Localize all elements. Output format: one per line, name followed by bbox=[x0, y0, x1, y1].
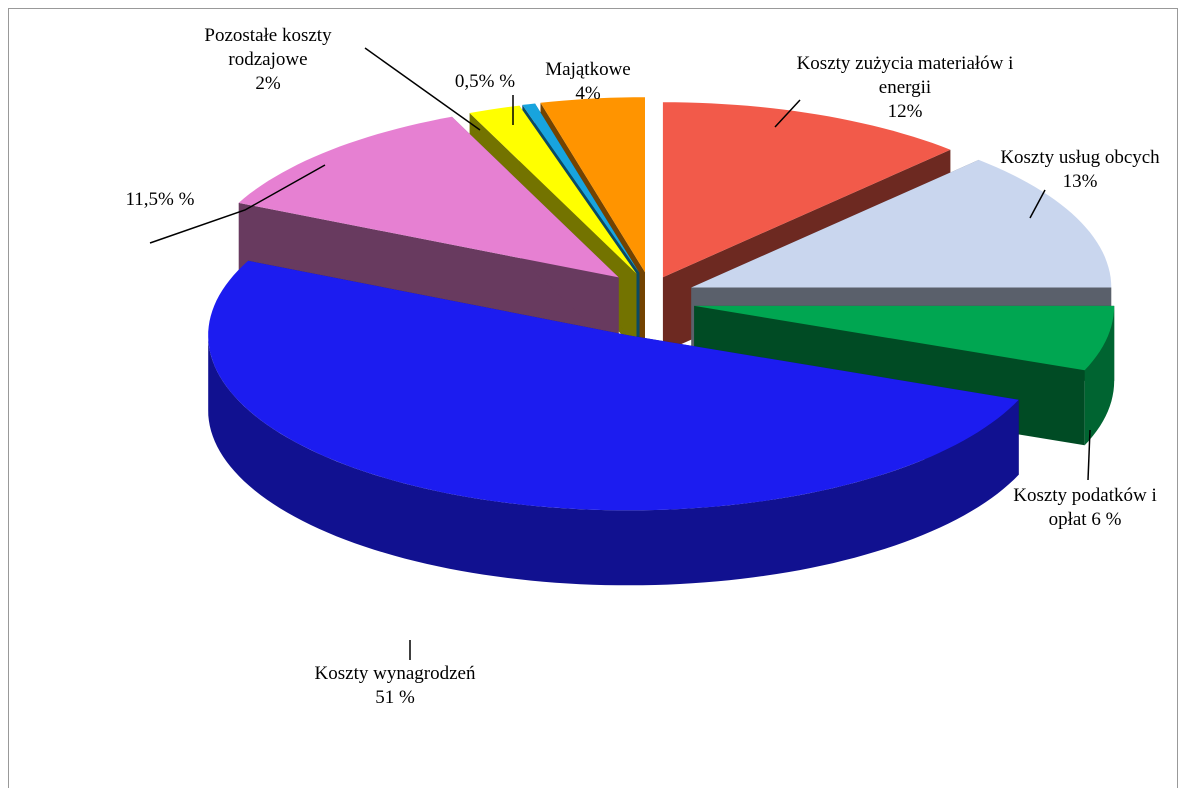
chart-frame bbox=[8, 8, 1178, 788]
slice bbox=[662, 102, 951, 278]
data-label: 0,5% % bbox=[435, 70, 535, 94]
data-label: Koszty podatków i opłat 6 % bbox=[1000, 484, 1170, 532]
value-label: 12% bbox=[887, 101, 923, 122]
value-label: 6 % bbox=[1091, 509, 1122, 530]
leader-line bbox=[1029, 189, 1046, 219]
leader-line bbox=[149, 164, 326, 244]
leader-line bbox=[364, 47, 481, 131]
slice bbox=[694, 305, 1115, 371]
value-label: 13% bbox=[1062, 171, 1098, 192]
slice bbox=[540, 97, 645, 273]
slice bbox=[208, 260, 1019, 511]
data-label: 11,5% % bbox=[100, 188, 220, 212]
value-label: 51 % bbox=[375, 687, 415, 708]
slice bbox=[522, 103, 640, 273]
category-label: Majątkowe bbox=[545, 59, 631, 80]
slice bbox=[238, 116, 619, 278]
slice-side bbox=[208, 335, 1019, 586]
data-label: Koszty wynagrodzeń 51 % bbox=[265, 662, 525, 710]
data-label: Koszty usług obcych 13% bbox=[965, 146, 1184, 194]
slice bbox=[691, 159, 1112, 288]
category-label: Koszty zużycia materiałów i energii bbox=[796, 53, 1014, 98]
value-label: 11,5% % bbox=[125, 189, 195, 210]
value-label: 0,5% % bbox=[454, 71, 516, 92]
leader-line bbox=[1087, 429, 1091, 481]
slice-side bbox=[1084, 305, 1115, 446]
data-label: Koszty zużycia materiałów i energii 12% bbox=[790, 52, 1020, 124]
data-label: Majątkowe 4% bbox=[523, 58, 653, 106]
value-label: 4% bbox=[575, 83, 601, 104]
slice bbox=[469, 105, 637, 274]
category-label: Koszty usług obcych bbox=[1000, 147, 1160, 168]
leader-line bbox=[774, 99, 801, 128]
value-label: 2% bbox=[255, 73, 281, 94]
category-label: Pozostałe koszty rodzajowe bbox=[204, 25, 332, 70]
data-label: Pozostałe koszty rodzajowe 2% bbox=[173, 24, 363, 96]
category-label: Koszty podatków i opłat bbox=[1013, 485, 1157, 530]
category-label: Koszty wynagrodzeń bbox=[314, 663, 476, 684]
